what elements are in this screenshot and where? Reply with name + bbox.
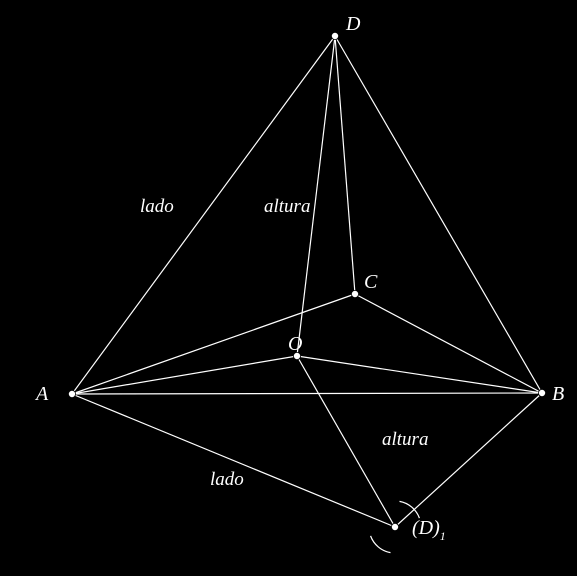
point-C <box>351 290 358 297</box>
label-altura1: altura <box>264 196 310 217</box>
label-lado2: lado <box>210 469 244 490</box>
label-altura2: altura <box>382 429 428 450</box>
point-B <box>538 389 545 396</box>
point-A <box>68 390 75 397</box>
label-O: O <box>288 333 302 355</box>
label-D1-sub: 1 <box>440 529 446 543</box>
point-D1 <box>391 523 398 530</box>
background <box>0 0 577 576</box>
point-D <box>331 32 338 39</box>
label-D: D <box>345 13 361 35</box>
label-B: B <box>552 383 564 405</box>
label-C: C <box>364 271 378 293</box>
label-A: A <box>34 383 49 405</box>
label-lado1: lado <box>140 196 174 217</box>
